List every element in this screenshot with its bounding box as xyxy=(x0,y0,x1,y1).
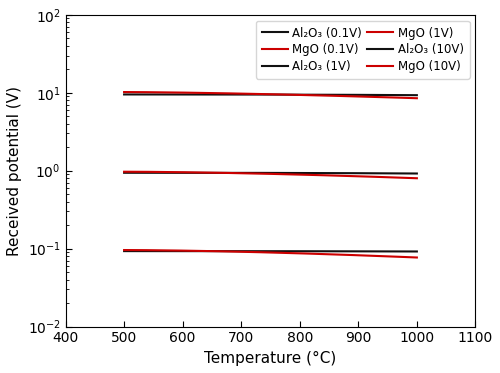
Al₂O₃ (1V) xyxy=(121,170,127,175)
Y-axis label: Received potential (V): Received potential (V) xyxy=(7,86,22,256)
Al₂O₃ (10V) xyxy=(300,93,306,97)
MgO (0.1V) xyxy=(414,255,420,260)
Al₂O₃ (0.1V) xyxy=(296,249,302,253)
MgO (0.1V) xyxy=(300,251,306,256)
Al₂O₃ (10V) xyxy=(414,93,420,97)
MgO (10V) xyxy=(414,96,420,100)
Al₂O₃ (1V) xyxy=(296,171,302,175)
Legend: Al₂O₃ (0.1V), MgO (0.1V), Al₂O₃ (1V), MgO (1V), Al₂O₃ (10V), MgO (10V): Al₂O₃ (0.1V), MgO (0.1V), Al₂O₃ (1V), Mg… xyxy=(256,21,470,79)
MgO (10V) xyxy=(294,93,300,97)
Line: MgO (0.1V): MgO (0.1V) xyxy=(124,250,417,257)
MgO (0.1V) xyxy=(122,248,128,252)
MgO (1V) xyxy=(121,169,127,174)
MgO (10V) xyxy=(122,90,128,94)
MgO (1V) xyxy=(296,172,302,177)
Al₂O₃ (0.1V) xyxy=(368,249,374,254)
X-axis label: Temperature (°C): Temperature (°C) xyxy=(204,351,336,366)
Line: MgO (10V): MgO (10V) xyxy=(124,92,417,98)
MgO (1V) xyxy=(414,176,420,181)
Al₂O₃ (0.1V) xyxy=(121,249,127,253)
Line: Al₂O₃ (10V): Al₂O₃ (10V) xyxy=(124,94,417,95)
MgO (1V) xyxy=(368,175,374,179)
MgO (0.1V) xyxy=(386,254,392,258)
Al₂O₃ (10V) xyxy=(296,93,302,97)
Al₂O₃ (10V) xyxy=(294,93,300,97)
Al₂O₃ (1V) xyxy=(294,171,300,175)
MgO (0.1V) xyxy=(296,251,302,256)
Al₂O₃ (0.1V) xyxy=(386,249,392,254)
MgO (1V) xyxy=(300,172,306,177)
MgO (1V) xyxy=(386,175,392,179)
MgO (0.1V) xyxy=(121,248,127,252)
Al₂O₃ (0.1V) xyxy=(294,249,300,253)
MgO (1V) xyxy=(294,172,300,177)
Al₂O₃ (0.1V) xyxy=(300,249,306,254)
Al₂O₃ (10V) xyxy=(122,92,128,97)
Al₂O₃ (1V) xyxy=(300,171,306,175)
MgO (10V) xyxy=(296,93,302,97)
MgO (0.1V) xyxy=(368,254,374,258)
Al₂O₃ (1V) xyxy=(368,171,374,175)
Al₂O₃ (0.1V) xyxy=(122,249,128,253)
Al₂O₃ (0.1V) xyxy=(414,249,420,254)
Al₂O₃ (10V) xyxy=(368,93,374,97)
Al₂O₃ (1V) xyxy=(122,170,128,175)
MgO (0.1V) xyxy=(294,251,300,256)
Al₂O₃ (1V) xyxy=(414,171,420,176)
MgO (10V) xyxy=(368,95,374,99)
Line: MgO (1V): MgO (1V) xyxy=(124,172,417,178)
Al₂O₃ (10V) xyxy=(386,93,392,97)
MgO (10V) xyxy=(386,95,392,100)
MgO (10V) xyxy=(121,90,127,94)
MgO (1V) xyxy=(122,169,128,174)
MgO (10V) xyxy=(300,93,306,97)
Al₂O₃ (1V) xyxy=(386,171,392,176)
Al₂O₃ (10V) xyxy=(121,92,127,97)
